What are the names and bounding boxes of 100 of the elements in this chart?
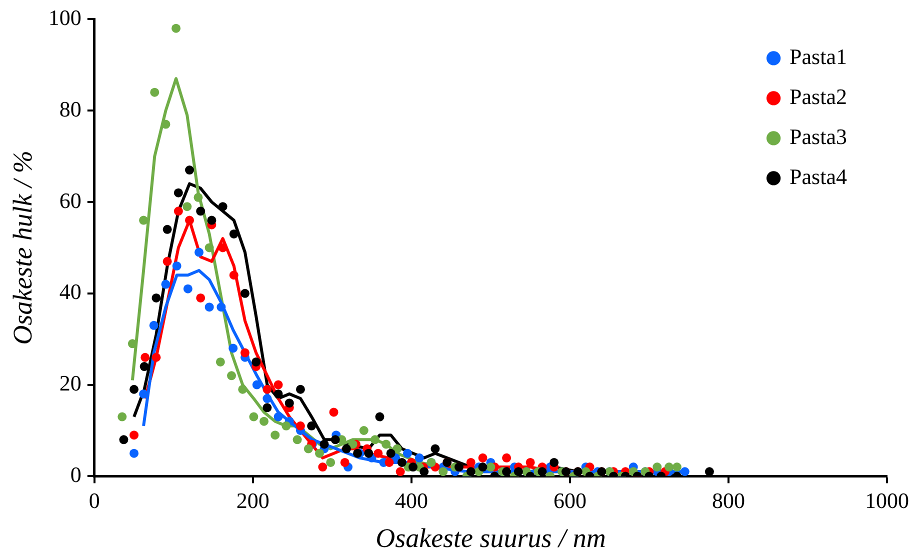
point <box>119 435 128 444</box>
point <box>364 448 374 458</box>
point <box>307 421 316 430</box>
point <box>402 448 412 458</box>
point <box>486 462 496 472</box>
point <box>282 421 291 430</box>
point <box>152 352 161 362</box>
y-tick-label: 80 <box>59 96 82 122</box>
point <box>161 280 170 289</box>
x-tick-label: 1000 <box>865 488 909 514</box>
point <box>374 448 383 458</box>
point <box>262 394 272 404</box>
point <box>318 462 328 472</box>
point <box>526 458 535 467</box>
point <box>396 467 405 476</box>
point <box>414 453 424 462</box>
point <box>196 206 206 216</box>
point <box>392 444 402 454</box>
legend-label: Pasta1 <box>790 44 848 69</box>
point <box>185 166 194 175</box>
x-axis-title: Osakeste suurus / nm <box>376 522 606 553</box>
point <box>296 421 305 430</box>
point <box>397 458 406 467</box>
x-tick-label: 200 <box>236 488 270 514</box>
point <box>182 202 192 212</box>
point <box>408 462 418 472</box>
point <box>204 302 214 312</box>
point <box>194 192 203 202</box>
point <box>664 462 674 472</box>
point <box>672 462 682 472</box>
point <box>260 416 269 426</box>
point <box>162 224 172 234</box>
point <box>196 293 206 302</box>
point <box>152 293 161 302</box>
point <box>375 412 384 422</box>
point <box>262 403 272 412</box>
point <box>183 284 192 294</box>
y-tick-label: 0 <box>70 462 82 487</box>
point <box>252 357 261 366</box>
point <box>238 384 248 394</box>
point <box>229 229 238 238</box>
point <box>270 430 280 440</box>
point <box>274 412 283 422</box>
point <box>228 344 238 353</box>
point <box>430 444 440 454</box>
point <box>382 440 391 449</box>
point <box>227 371 236 380</box>
legend-label: Pasta3 <box>790 124 848 149</box>
point <box>149 320 158 330</box>
point <box>218 202 228 212</box>
point <box>340 458 350 467</box>
point <box>139 216 148 225</box>
point <box>538 467 547 476</box>
y-tick-label: 60 <box>59 188 82 213</box>
point <box>342 444 351 454</box>
point <box>466 467 476 476</box>
point <box>216 302 226 312</box>
point <box>240 348 250 358</box>
point <box>680 467 690 476</box>
point <box>229 270 238 280</box>
point <box>514 467 523 476</box>
point <box>292 435 302 444</box>
point <box>502 453 512 462</box>
point <box>204 243 214 252</box>
point <box>478 462 488 472</box>
point <box>478 453 488 462</box>
point <box>384 458 394 467</box>
point <box>370 435 380 444</box>
point <box>502 467 512 476</box>
point <box>438 467 448 476</box>
point <box>359 426 368 435</box>
y-tick-label: 100 <box>48 4 82 30</box>
x-tick-label: 800 <box>712 488 745 514</box>
point <box>386 448 396 458</box>
point <box>652 462 662 472</box>
point <box>172 261 182 270</box>
y-axis-title: Osakeste hulk / % <box>7 150 38 345</box>
point <box>207 216 216 225</box>
point <box>550 458 559 467</box>
point <box>174 188 183 198</box>
point <box>174 206 183 216</box>
point <box>348 440 358 449</box>
point <box>130 384 139 394</box>
point <box>130 430 139 440</box>
legend-label: Pasta4 <box>790 164 848 189</box>
y-tick-label: 40 <box>59 279 82 304</box>
x-tick-label: 400 <box>394 488 428 514</box>
y-tick-label: 20 <box>59 370 82 396</box>
point <box>194 248 204 257</box>
point <box>330 435 340 444</box>
legend-label: Pasta2 <box>790 84 848 109</box>
point <box>274 389 283 398</box>
point <box>329 408 338 417</box>
point <box>296 384 305 394</box>
point <box>240 288 250 298</box>
point <box>249 412 258 422</box>
point <box>262 384 272 394</box>
point <box>172 24 181 33</box>
point <box>185 216 194 225</box>
point <box>326 458 336 467</box>
